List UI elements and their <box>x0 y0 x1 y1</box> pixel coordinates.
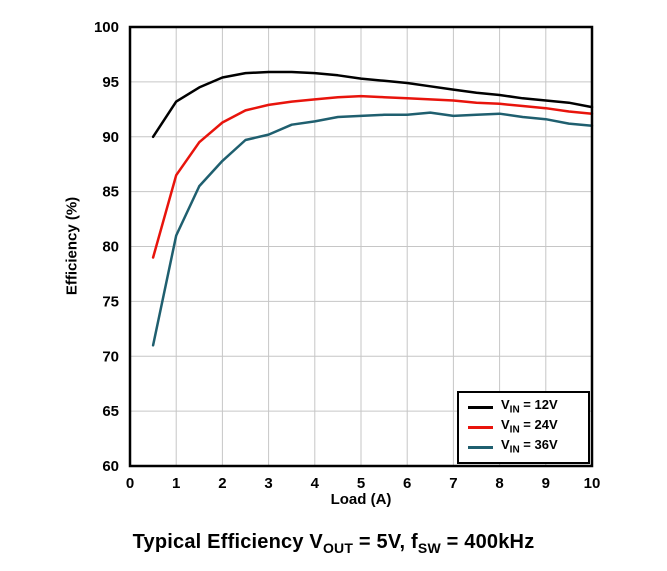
x-tick-label: 8 <box>495 475 503 492</box>
y-axis-label: Efficiency (%) <box>63 196 81 296</box>
legend-item: VIN = 36V <box>468 438 579 456</box>
x-tick-label: 1 <box>172 475 180 492</box>
chart-title-text2: = 5V, f <box>353 531 418 553</box>
y-tick-label: 75 <box>102 293 119 310</box>
x-tick-label: 9 <box>542 475 550 492</box>
chart-title-text3: = 400kHz <box>440 531 535 553</box>
legend-label: VIN = 12V <box>501 397 558 416</box>
y-tick-label: 80 <box>102 239 119 256</box>
chart-title: Typical Efficiency VOUT = 5V, fSW = 400k… <box>0 531 667 556</box>
chart-title-text: Typical Efficiency V <box>132 531 323 553</box>
y-tick-label: 95 <box>102 74 119 91</box>
y-tick-label: 65 <box>102 403 119 420</box>
plot-canvas: 0 1 2 3 4 5 6 7 8 9 10 60 65 70 75 80 85 90 95 100 <box>94 19 601 492</box>
legend-item: VIN = 24V <box>468 418 579 436</box>
series-line-1 <box>151 94 594 259</box>
chart-title-sub-fsw: SW <box>417 540 441 556</box>
x-tick-label: 6 <box>403 475 411 492</box>
x-axis-label: Load (A) <box>330 491 392 508</box>
x-tick-label: 10 <box>584 475 601 492</box>
x-tick-label: 3 <box>264 475 272 492</box>
legend-item: VIN = 12V <box>468 398 579 416</box>
x-tick-label: 4 <box>311 475 320 492</box>
legend-line-swatch <box>468 425 493 429</box>
efficiency-chart: 0 1 2 3 4 5 6 7 8 9 10 60 65 70 75 80 85 90 95 100 Efficien… <box>63 19 601 508</box>
series-line-0 <box>151 70 594 139</box>
x-tick-label: 5 <box>357 475 365 492</box>
chart-title-sub-vout: OUT <box>322 540 354 556</box>
legend-label: VIN = 24V <box>501 417 558 436</box>
y-tick-label: 85 <box>102 184 119 201</box>
legend-label: VIN = 36V <box>501 437 558 456</box>
legend-line-swatch <box>468 445 493 449</box>
plot-frame <box>128 25 594 468</box>
x-tick-label: 0 <box>126 475 134 492</box>
x-tick-label: 7 <box>449 475 457 492</box>
series-line-2 <box>151 111 594 347</box>
y-tick-label: 100 <box>94 19 119 36</box>
legend: VIN = 12V VIN = 24V VIN = 36V <box>457 391 590 464</box>
y-tick-label: 90 <box>102 129 119 146</box>
legend-line-swatch <box>468 405 493 409</box>
y-tick-label: 70 <box>102 348 119 365</box>
x-tick-label: 2 <box>218 475 226 492</box>
y-tick-label: 60 <box>102 458 119 475</box>
